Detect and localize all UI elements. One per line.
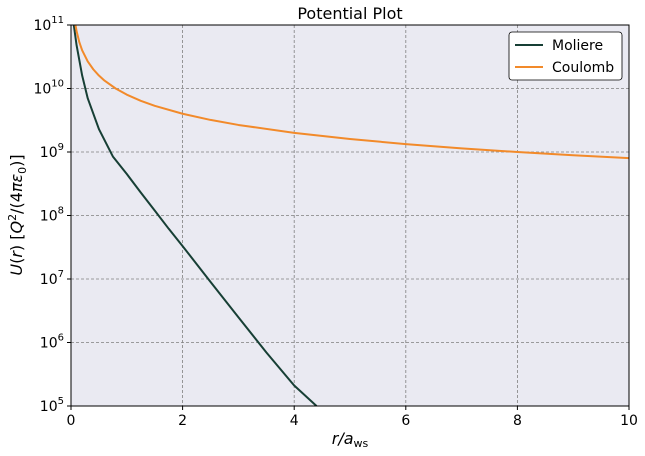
y-tick-label: 1011 [33,15,64,34]
y-tick-label: 109 [40,142,64,161]
x-tick-label: 4 [290,413,299,429]
chart-title: Potential Plot [297,4,402,23]
y-tick-label: 108 [40,206,64,225]
series-layer [72,25,629,406]
y-tick-label: 1010 [33,79,64,98]
x-tick-label: 2 [178,413,187,429]
x-axis-label: r/aws [332,429,369,450]
x-tick-label: 0 [67,413,76,429]
x-tick-label: 8 [513,413,522,429]
legend-label-moliere: Moliere [552,38,603,54]
legend: Moliere Coulomb [508,31,623,81]
x-tick-label: 6 [401,413,410,429]
plot-area [71,25,629,406]
y-axis-label: U(r) [Q2/(4πε0)] [6,154,29,275]
legend-label-coulomb: Coulomb [552,60,614,76]
series-line-coulomb [74,25,629,160]
y-tick-label: 105 [40,396,64,415]
y-tick-label: 106 [40,333,64,352]
y-tick-label: 107 [40,269,64,288]
x-tick-label: 10 [620,413,638,429]
series-line-moliere [72,25,318,406]
ticks: 0 2 4 6 8 10 105 106 107 108 109 1010 1011 [33,15,637,429]
